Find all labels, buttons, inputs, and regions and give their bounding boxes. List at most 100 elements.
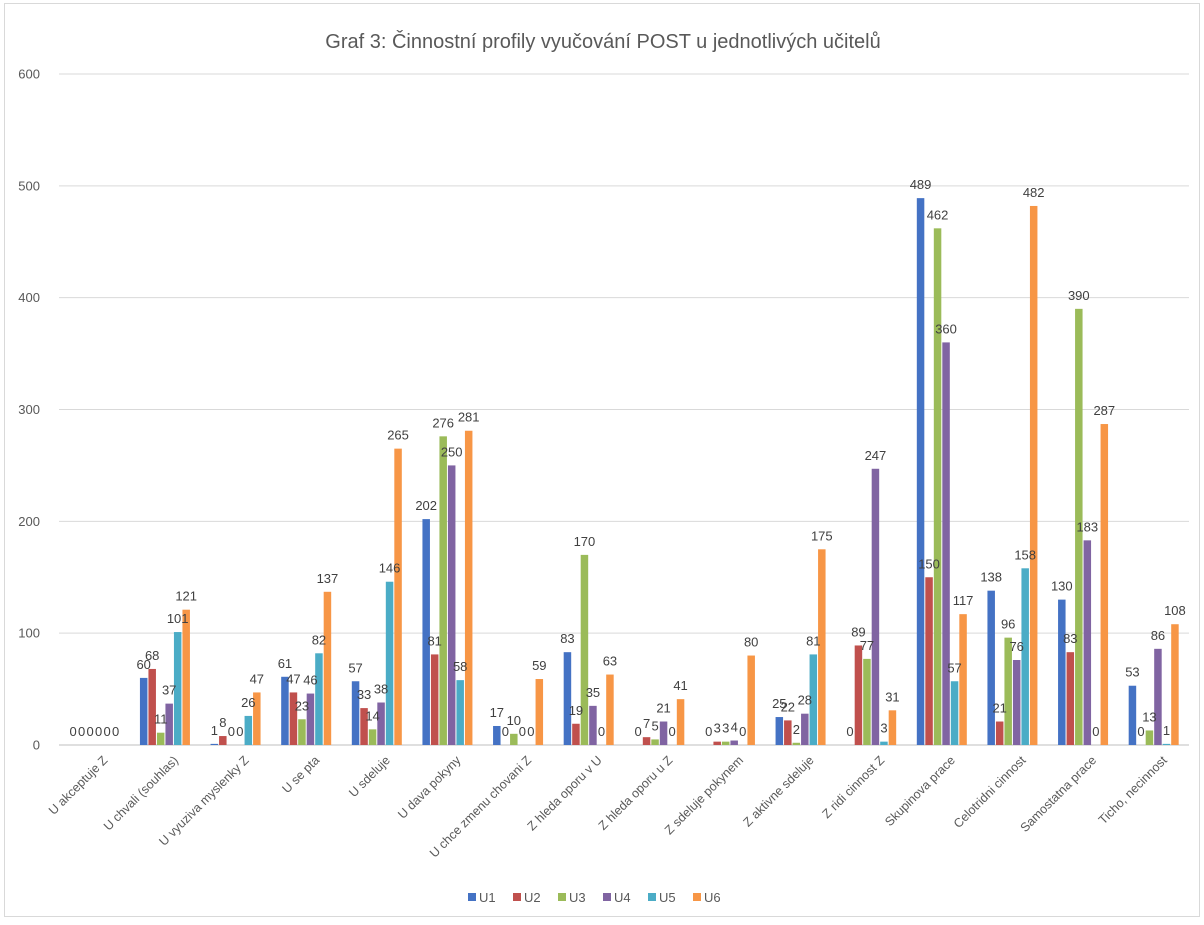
- bar-u3: [1075, 308, 1083, 745]
- data-label: 2: [793, 722, 800, 737]
- bar-u2: [1066, 652, 1075, 745]
- data-label: 0: [236, 724, 243, 739]
- bar-u5: [315, 653, 323, 745]
- data-label: 53: [1125, 665, 1139, 680]
- data-label: 489: [910, 177, 932, 192]
- bar-u3: [368, 729, 377, 745]
- bar-u2: [995, 721, 1004, 745]
- data-label: 108: [1164, 603, 1186, 618]
- bar-u6: [253, 692, 261, 745]
- bar-u3: [1145, 730, 1154, 745]
- legend-swatch-u3: [558, 893, 566, 901]
- data-label: 60: [136, 657, 150, 672]
- bar-u3: [510, 733, 518, 745]
- data-label: 3: [880, 721, 887, 736]
- bar-u1: [422, 519, 430, 745]
- bar-u4: [1154, 648, 1162, 745]
- category-label: Z sdeluje pokynem: [662, 753, 746, 837]
- data-label: 0: [705, 724, 712, 739]
- data-label: 31: [885, 689, 899, 704]
- bar-u3: [439, 436, 447, 745]
- data-label: 82: [312, 632, 326, 647]
- data-label: 11: [154, 712, 168, 727]
- data-label: 19: [569, 703, 583, 718]
- bar-u6: [888, 710, 897, 745]
- data-label: 250: [441, 444, 463, 459]
- bar-u1: [775, 717, 784, 745]
- category-label: U chvali (souhlas): [101, 753, 181, 833]
- data-label: 1: [211, 723, 218, 738]
- bar-u2: [713, 741, 721, 745]
- data-label: 5: [651, 718, 658, 733]
- bar-u5: [173, 632, 182, 745]
- data-label: 0: [78, 724, 85, 739]
- data-label: 7: [643, 716, 650, 731]
- legend: U1 U2 U3 U4 U5 U6: [468, 890, 721, 905]
- data-label: 0: [846, 724, 853, 739]
- data-label: 81: [806, 633, 820, 648]
- bar-u5: [1162, 743, 1171, 745]
- bar-u6: [818, 549, 826, 745]
- data-label: 37: [162, 683, 176, 698]
- category-label: Z aktivne sdeluje: [740, 753, 816, 829]
- bar-u2: [360, 708, 368, 745]
- data-label: 146: [379, 561, 401, 576]
- data-label: 247: [865, 448, 887, 463]
- bar-u2: [148, 668, 156, 745]
- data-label: 150: [918, 556, 940, 571]
- bar-u4: [589, 705, 597, 745]
- bar-u2: [854, 645, 863, 745]
- bar-u6: [323, 591, 332, 745]
- data-label: 0: [1137, 724, 1144, 739]
- data-label: 183: [1076, 519, 1098, 534]
- chart-container: Graf 3: Činnostní profily vyučování POST…: [4, 3, 1200, 917]
- bar-u2: [642, 737, 651, 745]
- data-label: 137: [317, 571, 339, 586]
- bar-u6: [1100, 424, 1109, 745]
- data-label: 46: [303, 673, 317, 688]
- bar-u1: [1058, 599, 1066, 745]
- y-tick-label: 500: [18, 178, 40, 193]
- bar-u4: [306, 693, 315, 745]
- data-label: 0: [69, 724, 76, 739]
- bar-u4: [942, 342, 950, 745]
- data-label: 28: [798, 693, 812, 708]
- bar-u6: [606, 674, 614, 745]
- category-label: Z hleda oporu v U: [525, 753, 605, 833]
- data-label: 287: [1093, 403, 1115, 418]
- bar-u6: [182, 609, 190, 745]
- data-label: 96: [1001, 617, 1015, 632]
- bar-u1: [987, 590, 995, 745]
- data-label: 17: [490, 705, 504, 720]
- data-label: 0: [95, 724, 102, 739]
- y-tick-label: 200: [18, 514, 40, 529]
- bar-u5: [456, 680, 464, 745]
- data-label: 0: [739, 724, 746, 739]
- data-label: 0: [502, 724, 509, 739]
- data-label: 57: [947, 660, 961, 675]
- bar-u2: [219, 736, 227, 745]
- bar-u6: [394, 448, 402, 745]
- bar-u3: [721, 741, 730, 745]
- bar-u4: [871, 468, 880, 745]
- y-tick-label: 300: [18, 402, 40, 417]
- bars: [139, 198, 1179, 746]
- bar-u6: [747, 655, 755, 745]
- category-label: Celotridni cinnost: [951, 753, 1029, 831]
- bar-u1: [493, 725, 501, 745]
- bar-u4: [1083, 540, 1092, 745]
- bar-u1: [1128, 685, 1137, 745]
- category-label: Ticho, necinnost: [1096, 753, 1170, 827]
- y-tick-label: 0: [33, 738, 40, 753]
- data-label: 89: [851, 624, 865, 639]
- legend-swatch-u6: [693, 893, 701, 901]
- data-label: 202: [415, 498, 437, 513]
- bar-u5: [385, 581, 394, 745]
- bar-u3: [156, 732, 165, 745]
- data-label: 41: [673, 678, 687, 693]
- data-label: 265: [387, 428, 409, 443]
- bar-u4: [447, 465, 456, 745]
- data-label: 0: [228, 724, 235, 739]
- data-label: 170: [574, 534, 596, 549]
- legend-label-u1: U1: [479, 890, 496, 905]
